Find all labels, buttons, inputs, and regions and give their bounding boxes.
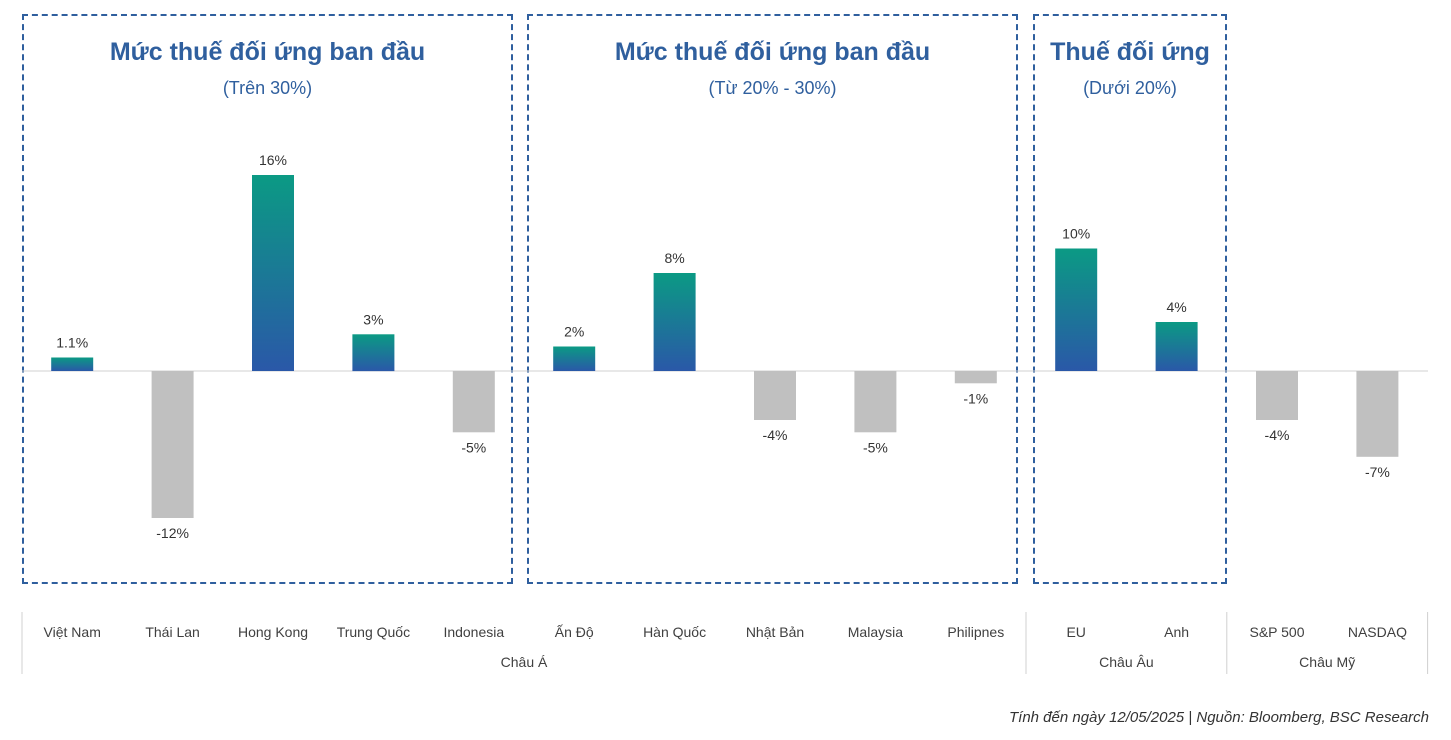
category-label: Thái Lan xyxy=(145,624,199,640)
category-label: Hong Kong xyxy=(238,624,308,640)
source-footnote: Tính đến ngày 12/05/2025 | Nguồn: Bloomb… xyxy=(1009,709,1429,726)
bar-2 xyxy=(252,175,294,371)
bar-13 xyxy=(1356,371,1399,457)
bar-5 xyxy=(553,346,596,371)
group-box-above-30: Mức thuế đối ứng ban đầu (Trên 30%) xyxy=(22,14,513,584)
group-box-20-30: Mức thuế đối ứng ban đầu (Từ 20% - 30%) xyxy=(527,14,1018,584)
bar-7 xyxy=(754,371,796,420)
bar-4 xyxy=(452,371,495,433)
category-label: Trung Quốc xyxy=(337,624,410,640)
data-label: 1.1% xyxy=(56,335,88,351)
bar-6 xyxy=(653,273,696,371)
bar-0 xyxy=(51,357,94,371)
category-label: EU xyxy=(1066,624,1085,640)
category-label: Anh xyxy=(1164,624,1189,640)
data-label: 16% xyxy=(259,152,287,168)
data-label: -4% xyxy=(1265,427,1290,443)
group-subtitle: (Từ 20% - 30%) xyxy=(708,78,837,98)
data-label: -12% xyxy=(156,525,189,541)
category-label: Ấn Độ xyxy=(555,624,594,640)
data-label: -4% xyxy=(763,427,788,443)
region-label: Châu Mỹ xyxy=(1299,654,1355,670)
category-label: Philipnes xyxy=(947,624,1004,640)
bar-1 xyxy=(151,371,194,518)
category-label: Việt Nam xyxy=(44,624,101,640)
bar-12 xyxy=(1256,371,1298,420)
category-label: Indonesia xyxy=(443,624,504,640)
data-label: 8% xyxy=(664,250,684,266)
category-label: Malaysia xyxy=(848,624,903,640)
bar-8 xyxy=(854,371,897,433)
bar-10 xyxy=(1055,248,1098,371)
category-label: NASDAQ xyxy=(1348,624,1407,640)
category-label: Nhật Bản xyxy=(746,624,804,640)
tariff-bar-chart: 1.1% -12% 16% 3% -5% 2% 8% -4% -5% -1% 10% 4% -4% -7%… xyxy=(21,152,1429,674)
group-subtitle: (Trên 30%) xyxy=(222,78,313,98)
group-subtitle: (Dưới 20%) xyxy=(1083,78,1177,98)
data-label: -5% xyxy=(461,439,486,455)
data-label: 4% xyxy=(1166,299,1186,315)
data-label: -5% xyxy=(863,439,888,455)
group-box-below-20: Thuế đối ứng (Dưới 20%) xyxy=(1033,14,1227,584)
region-label: Châu Âu xyxy=(1099,654,1153,670)
bar-11 xyxy=(1155,322,1198,371)
category-label: Hàn Quốc xyxy=(643,624,706,640)
group-title: Mức thuế đối ứng ban đầu xyxy=(109,38,426,66)
bar-3 xyxy=(352,334,395,372)
group-title: Thuế đối ứng xyxy=(1050,38,1210,66)
bar-9 xyxy=(954,371,997,384)
data-label: 2% xyxy=(564,324,584,340)
category-label: S&P 500 xyxy=(1249,624,1304,640)
region-label: Châu Á xyxy=(501,654,548,670)
data-label: -1% xyxy=(963,390,988,406)
data-label: 3% xyxy=(363,311,383,327)
data-label: -7% xyxy=(1365,464,1390,480)
group-title: Mức thuế đối ứng ban đầu xyxy=(614,38,931,66)
data-label: 10% xyxy=(1062,226,1090,242)
